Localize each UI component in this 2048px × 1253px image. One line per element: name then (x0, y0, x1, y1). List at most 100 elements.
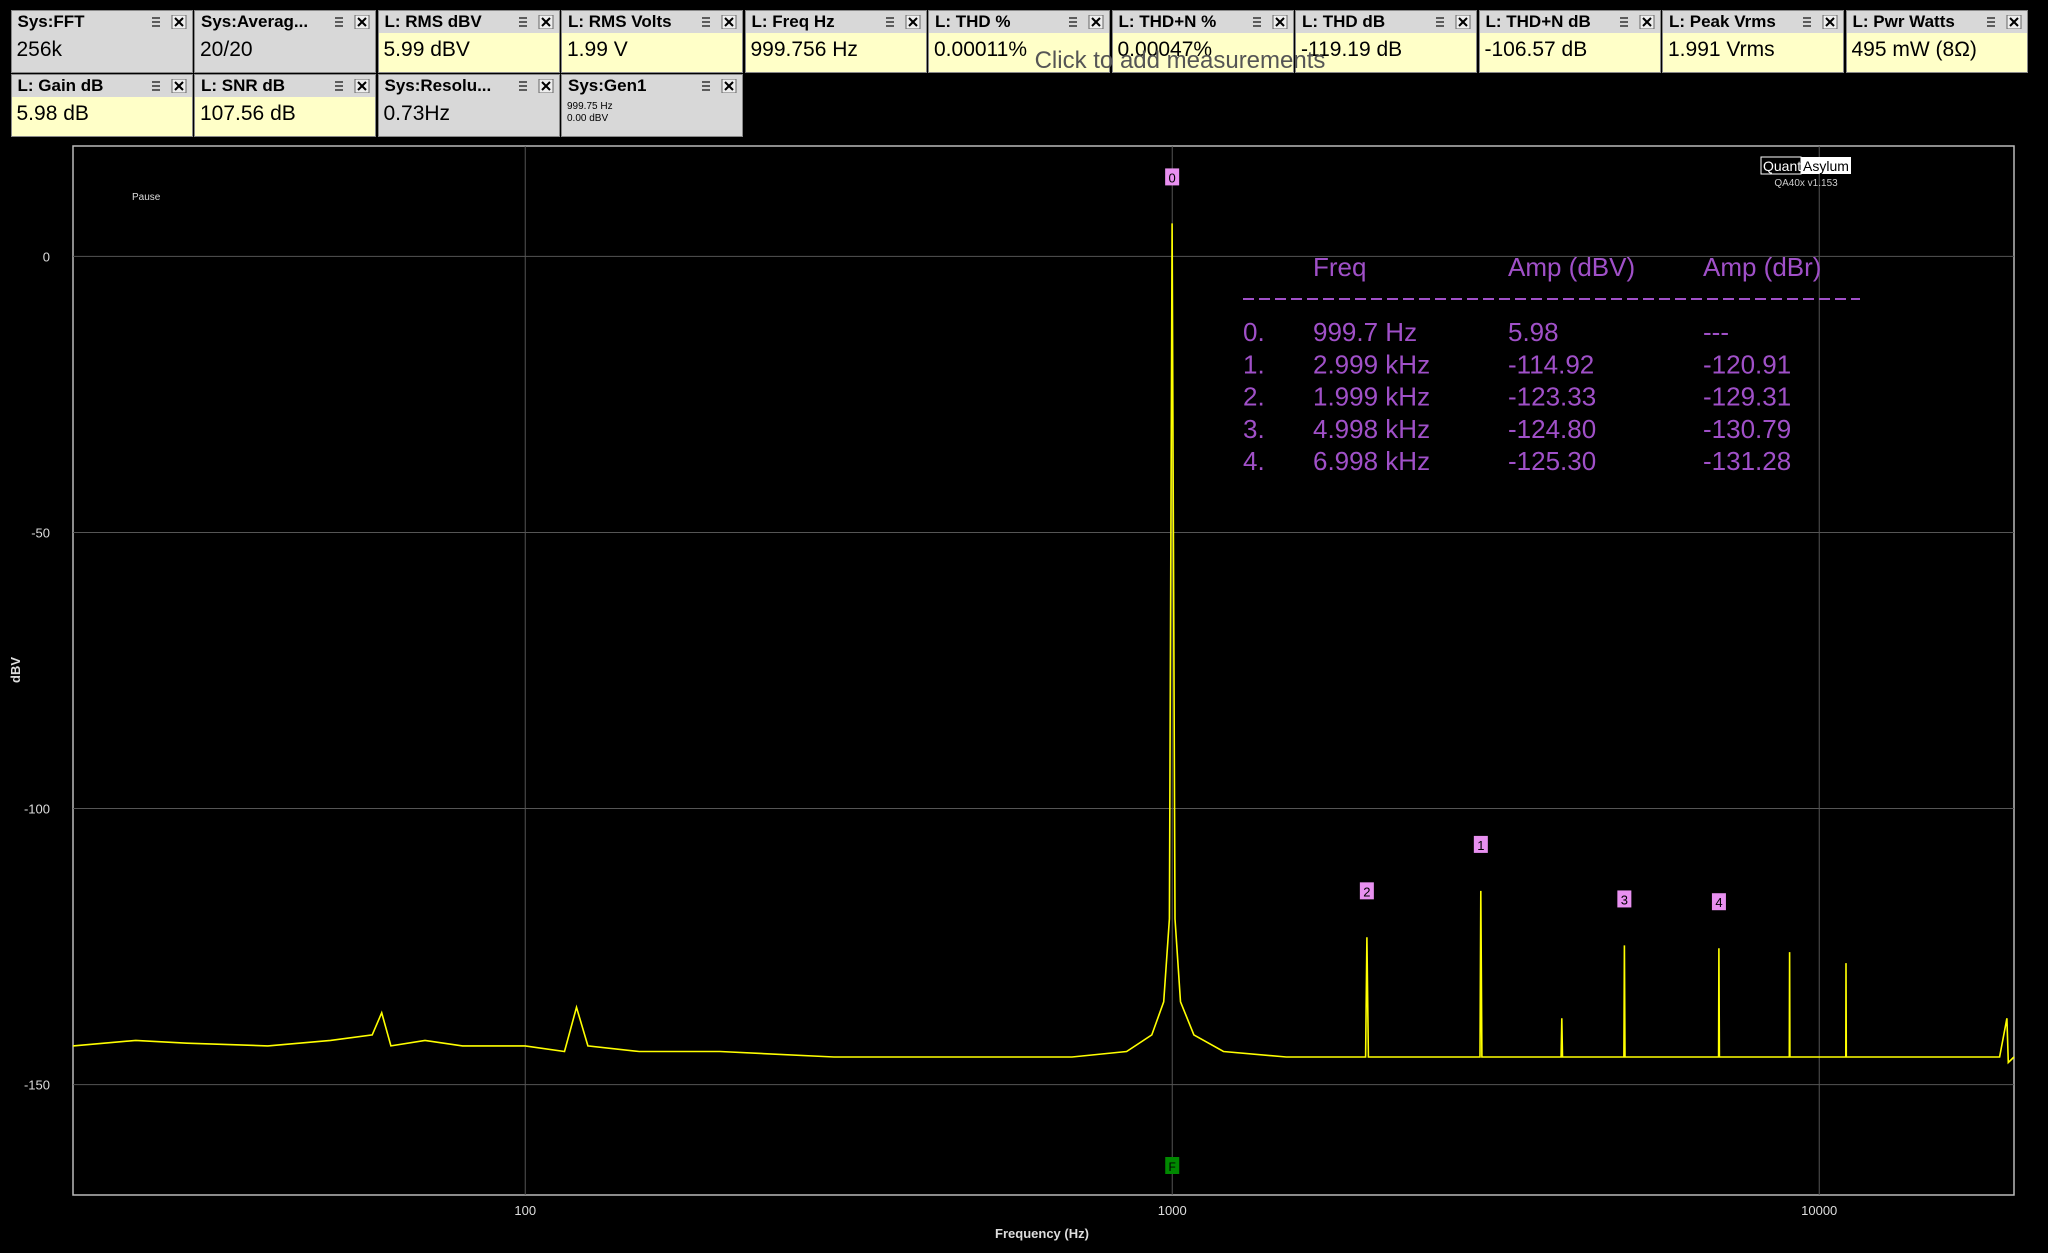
tile-title: L: RMS dBV (378, 11, 559, 33)
measurement-tile[interactable]: L: THD+N dB -106.57 dB (1478, 10, 1661, 73)
x-tick-label: 1000 (1158, 1203, 1187, 1218)
peak-marker (1359, 882, 1374, 900)
table-cell: 4.998 kHz (1313, 414, 1430, 444)
tile-value: 5.98 dB (16, 102, 89, 125)
measurement-tile[interactable]: L: THD dB -119.19 dB (1295, 10, 1477, 73)
table-cell: -129.31 (1703, 382, 1791, 412)
tile-value: 0.00011% (934, 38, 1028, 61)
table-cell: 2.999 kHz (1313, 349, 1430, 379)
table-cell: 1. (1243, 349, 1265, 379)
tile-buttons[interactable] (515, 15, 555, 29)
table-cell: -123.33 (1508, 382, 1596, 412)
tile-title: L: RMS Volts (562, 11, 742, 33)
peak-marker (1473, 835, 1488, 853)
table-cell: -124.80 (1508, 414, 1596, 444)
table-cell: -114.92 (1508, 349, 1594, 379)
peak-marker-label: 0 (1169, 170, 1176, 185)
f-marker (1165, 1157, 1180, 1174)
tile-title: Sys:Averag... (195, 11, 375, 33)
measurement-tile[interactable]: L: THD+N % 0.00047% (1111, 10, 1294, 73)
tile-title: L: Freq Hz (745, 11, 926, 33)
tile-buttons[interactable] (148, 15, 188, 29)
table-cell: -130.79 (1703, 414, 1791, 444)
tile-buttons[interactable] (1249, 15, 1289, 29)
measurement-tile[interactable]: L: RMS dBV 5.99 dBV (377, 10, 560, 73)
measurement-tile[interactable]: L: Pwr Watts 495 mW (8Ω) (1845, 10, 2028, 73)
measurement-tile[interactable]: L: Freq Hz 999.756 Hz (744, 10, 927, 73)
measurement-tile[interactable]: Sys:Resolu... 0.73Hz (377, 74, 560, 137)
tile-value: 20/20 (200, 38, 253, 61)
table-cell: -131.28 (1703, 446, 1791, 476)
measurement-tile[interactable]: L: Peak Vrms 1.991 Vrms (1662, 10, 1844, 73)
tile-title: L: THD dB (1296, 11, 1476, 33)
tile-title: L: THD % (929, 11, 1109, 33)
tile-title: L: Pwr Watts (1846, 11, 2027, 33)
tile-buttons[interactable] (148, 79, 188, 93)
tile-title: Sys:FFT (11, 11, 192, 33)
tile-buttons[interactable] (1983, 15, 2023, 29)
measurement-tile[interactable]: L: THD % 0.00011% (928, 10, 1110, 73)
peak-marker-label: 3 (1621, 892, 1628, 907)
measurement-tile[interactable]: L: RMS Volts 1.99 V (561, 10, 743, 73)
logo: Quant (1763, 158, 1801, 174)
table-cell: 0. (1243, 317, 1265, 347)
tile-value: 1.99 V (567, 38, 628, 61)
tile-buttons[interactable] (331, 79, 371, 93)
hint[interactable]: Click to add measurements (1035, 47, 1326, 74)
measurement-tile[interactable]: L: Gain dB 5.98 dB (10, 74, 193, 137)
tile-buttons[interactable] (1432, 15, 1472, 29)
peak-marker-label: 4 (1715, 895, 1722, 910)
y-tick-label: 0 (43, 249, 50, 264)
table-cell: 999.7 Hz (1313, 317, 1417, 347)
tile-title: L: Peak Vrms (1663, 11, 1843, 33)
plot-area (72, 145, 2015, 1196)
tile-buttons[interactable] (1799, 15, 1839, 29)
y-axis-label: dBV (8, 657, 23, 683)
table-header: Freq (1313, 252, 1366, 282)
tile-buttons[interactable] (515, 79, 555, 93)
measurement-tile[interactable]: L: SNR dB 107.56 dB (194, 74, 376, 137)
tile-value: 256k (16, 38, 63, 61)
measurement-tile[interactable]: Sys:Gen1 999.75 Hz 0.00 dBV (561, 74, 743, 137)
tile-value: 107.56 dB (200, 102, 296, 125)
tile-value: 1.991 Vrms (1668, 38, 1775, 61)
logo-box (1801, 157, 1851, 174)
y-tick-label: -150 (24, 1078, 50, 1093)
peak-marker (1165, 168, 1180, 186)
f-marker-label: F (1169, 1160, 1176, 1174)
measurement-tile[interactable]: Sys:Averag... 20/20 (194, 10, 376, 73)
tile-value: 999.756 Hz (750, 38, 858, 61)
tile-buttons[interactable] (698, 79, 738, 93)
tile-value: 999.75 Hz 0.00 dBV (562, 97, 742, 136)
tile-value-line: 0.00 dBV (567, 113, 609, 124)
tile-buttons[interactable] (882, 15, 922, 29)
x-tick-label: 100 (514, 1203, 536, 1218)
table-header: Amp (dBr) (1703, 252, 1821, 282)
table-cell: 5.98 (1508, 317, 1559, 347)
logo: Asylum (1803, 158, 1849, 174)
tile-buttons[interactable] (1616, 15, 1656, 29)
table-cell: 4. (1243, 446, 1265, 476)
tile-value: 0.73Hz (383, 102, 451, 125)
tile-title: L: THD+N % (1112, 11, 1293, 33)
y-tick-label: -50 (31, 525, 50, 540)
version: QA40x v1.153 (1774, 178, 1838, 189)
tile-buttons[interactable] (1065, 15, 1105, 29)
tile-value: -119.19 dB (1301, 38, 1403, 61)
peak-marker (1617, 890, 1632, 908)
measurement-tile[interactable]: Sys:FFT 256k (10, 10, 193, 73)
tile-title: L: SNR dB (195, 75, 375, 97)
tile-buttons[interactable] (698, 15, 738, 29)
table-cell: 2. (1243, 382, 1265, 412)
status: Pause (132, 192, 161, 203)
table-cell: 1.999 kHz (1313, 382, 1430, 412)
tile-title: Sys:Resolu... (378, 75, 559, 97)
x-axis-label: Frequency (Hz) (995, 1226, 1089, 1241)
table-cell: -120.91 (1703, 349, 1791, 379)
peak-marker-label: 1 (1477, 838, 1484, 853)
tile-buttons[interactable] (331, 15, 371, 29)
spectrum-trace (72, 223, 2015, 1065)
peak-marker (1711, 893, 1726, 911)
